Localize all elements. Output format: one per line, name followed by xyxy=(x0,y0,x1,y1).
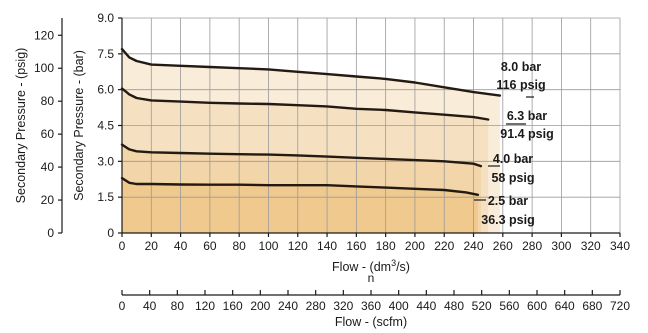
flow-tick-label-340: 340 xyxy=(610,239,630,253)
axes: 0 1.5 3.0 4.5 6.0 7.5 9.0 0 20 40 60 80 100 120 Second… xyxy=(14,11,630,329)
curve-line-0 xyxy=(120,47,502,97)
curve-label-psig-3: 36.3 psig xyxy=(481,213,535,227)
scfm-tick-label-160: 160 xyxy=(223,299,243,313)
psig-tick-label-60: 60 xyxy=(41,127,55,141)
psig-tick-label-80: 80 xyxy=(41,94,55,108)
curve-label-psig-1: 91.4 psig xyxy=(500,127,554,141)
bar-tick-label-0: 0 xyxy=(107,226,114,240)
scfm-tick-label-680: 680 xyxy=(582,299,602,313)
x-axis-title-flow-subscript: n xyxy=(368,271,375,285)
curve-label-psig-2: 58 psig xyxy=(491,171,534,185)
flow-tick-label-200: 200 xyxy=(405,239,425,253)
scfm-tick-label-720: 720 xyxy=(610,299,630,313)
flow-tick-label-280: 280 xyxy=(522,239,542,253)
scfm-tick-label-400: 400 xyxy=(389,299,409,313)
grid-lines xyxy=(122,17,621,233)
bar-tick-label-6: 9.0 xyxy=(97,11,114,25)
flow-tick-label-300: 300 xyxy=(551,239,571,253)
flow-tick-label-60: 60 xyxy=(203,239,217,253)
flow-tick-label-160: 160 xyxy=(346,239,366,253)
pressure-curves xyxy=(120,47,502,196)
flow-tick-label-120: 120 xyxy=(288,239,308,253)
flow-tick-label-20: 20 xyxy=(145,239,159,253)
bar-tick-label-2: 3.0 xyxy=(97,154,114,168)
x-axis-title-scfm: Flow - (scfm) xyxy=(335,315,407,329)
scfm-tick-label-280: 280 xyxy=(306,299,326,313)
scfm-tick-label-200: 200 xyxy=(250,299,270,313)
curve-labels: 8.0 bar 116 psig 6.3 bar 91.4 psig 4.0 bar 58… xyxy=(474,60,554,227)
scfm-tick-label-0: 0 xyxy=(119,299,126,313)
curve-label-bar-3: 2.5 bar xyxy=(488,194,528,208)
flow-tick-label-80: 80 xyxy=(232,239,246,253)
scfm-tick-label-80: 80 xyxy=(171,299,185,313)
scfm-tick-label-600: 600 xyxy=(527,299,547,313)
flow-tick-label-140: 140 xyxy=(317,239,337,253)
bar-tick-label-1: 1.5 xyxy=(97,190,114,204)
flow-tick-label-320: 320 xyxy=(581,239,601,253)
scfm-tick-label-440: 440 xyxy=(416,299,436,313)
flow-tick-label-260: 260 xyxy=(493,239,513,253)
curve-label-bar-2: 4.0 bar xyxy=(493,152,533,166)
flow-tick-label-180: 180 xyxy=(376,239,396,253)
flow-tick-label-100: 100 xyxy=(258,239,278,253)
flow-tick-label-40: 40 xyxy=(174,239,188,253)
curve-label-bar-1: 6.3 bar xyxy=(507,109,547,123)
flow-tick-label-240: 240 xyxy=(464,239,484,253)
psig-tick-label-120: 120 xyxy=(34,28,54,42)
scfm-tick-label-480: 480 xyxy=(444,299,464,313)
scfm-tick-label-120: 120 xyxy=(195,299,215,313)
bar-tick-label-5: 7.5 xyxy=(97,47,114,61)
area-fill-3 xyxy=(122,178,478,233)
curve-area-fills xyxy=(122,49,500,233)
flow-tick-label-220: 220 xyxy=(434,239,454,253)
bar-tick-label-3: 4.5 xyxy=(97,119,114,133)
curve-line-2 xyxy=(120,143,483,168)
curve-label-bar-0: 8.0 bar xyxy=(501,60,541,74)
flow-tick-label-0: 0 xyxy=(119,239,126,253)
x-axis-title-flow-suffix: /s) xyxy=(396,260,410,274)
bar-tick-label-4: 6.0 xyxy=(97,83,114,97)
x-axis-title-flow: Flow - (dm3/s) xyxy=(332,258,410,274)
x-axis-title-flow-sup: 3 xyxy=(391,258,396,268)
x-axis-title-flow-prefix: Flow - (dm xyxy=(332,260,391,274)
psig-tick-label-20: 20 xyxy=(41,193,55,207)
y-axis-title-bar: Secondary Pressure - (bar) xyxy=(72,50,86,201)
scfm-tick-label-360: 360 xyxy=(361,299,381,313)
scfm-tick-label-640: 640 xyxy=(555,299,575,313)
scfm-tick-label-560: 560 xyxy=(499,299,519,313)
psig-tick-label-40: 40 xyxy=(41,160,55,174)
scfm-tick-label-520: 520 xyxy=(472,299,492,313)
scfm-tick-label-40: 40 xyxy=(143,299,157,313)
curve-label-psig-0: 116 psig xyxy=(496,78,545,92)
y-axis-title-psig: Secondary Pressure - (psig) xyxy=(14,48,28,204)
psig-tick-label-0: 0 xyxy=(47,226,54,240)
psig-tick-label-100: 100 xyxy=(34,61,54,75)
scfm-tick-label-320: 320 xyxy=(333,299,353,313)
curve-line-1 xyxy=(120,87,490,121)
curve-line-3 xyxy=(120,176,480,196)
scfm-tick-label-240: 240 xyxy=(278,299,298,313)
